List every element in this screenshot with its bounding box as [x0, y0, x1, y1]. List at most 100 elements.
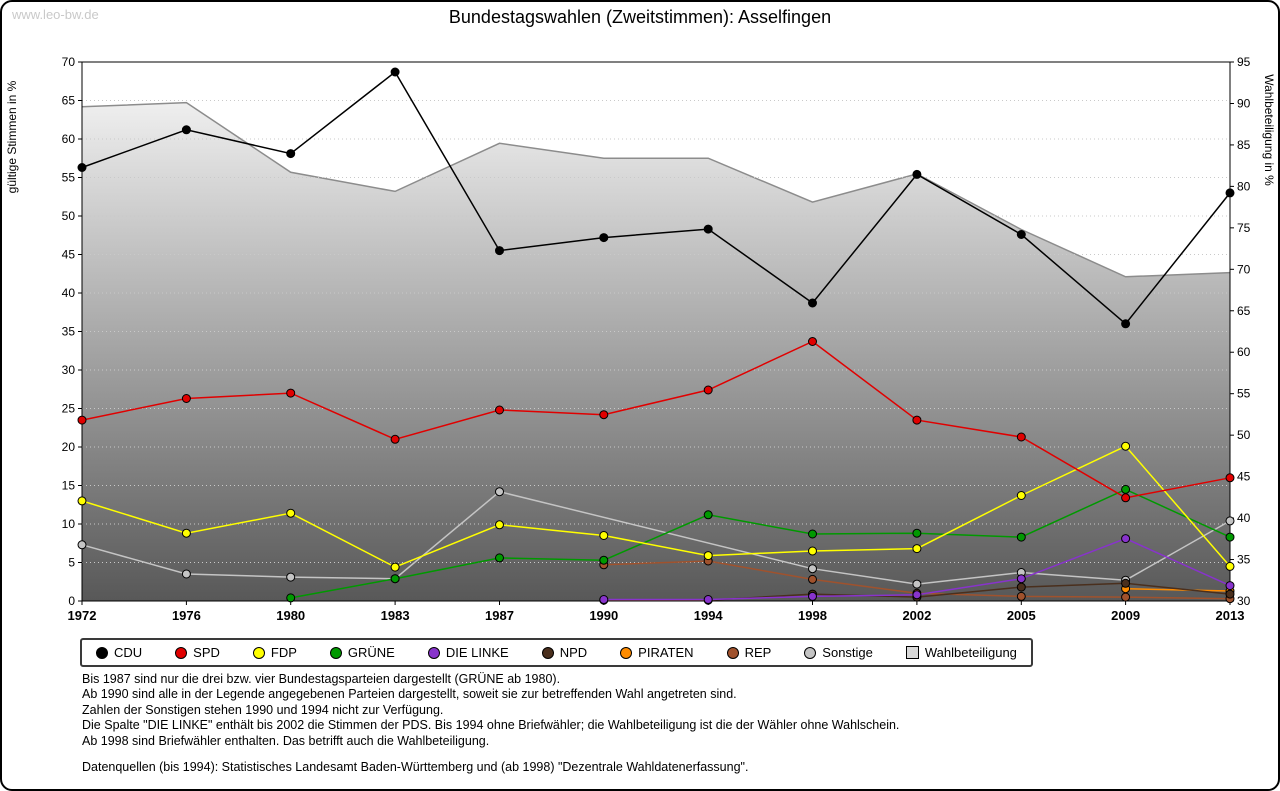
legend-label: DIE LINKE	[445, 645, 509, 660]
point-fdp-1998	[808, 546, 817, 556]
point-cdu-2005	[1016, 230, 1026, 239]
legend-label: GRÜNE	[347, 645, 395, 660]
point-grüne-1994	[703, 510, 713, 520]
legend-item-grüne: GRÜNE	[329, 645, 395, 660]
series-line-spd	[81, 340, 1231, 499]
footnote-line: Die Spalte "DIE LINKE" enthält bis 2002 …	[82, 718, 900, 733]
x-tick-label: 2013	[1216, 608, 1245, 623]
point-die-linke-1990	[599, 595, 609, 604]
left-tick-label: 40	[62, 286, 76, 300]
footnote-line: Bis 1987 sind nur die drei bzw. vier Bun…	[82, 672, 561, 686]
right-axis-title: Wahlbeteiligung in %	[1262, 74, 1276, 186]
left-tick-label: 20	[62, 440, 76, 454]
x-tick-label: 1998	[798, 608, 827, 623]
left-tick-label: 50	[62, 209, 76, 223]
legend-item-rep: REP	[726, 645, 772, 660]
point-sonstige-2002	[912, 579, 922, 589]
point-cdu-2013	[1225, 188, 1235, 198]
left-tick-label: 30	[62, 363, 76, 377]
election-line-chart: gültige Stimmen in % Wahlbeteiligung in …	[5, 55, 1276, 623]
legend-label: REP	[744, 645, 772, 660]
right-tick-label: 80	[1237, 179, 1251, 193]
series-sonstige	[77, 487, 1235, 589]
point-cdu-1994	[703, 224, 713, 234]
left-tick-label: 65	[62, 94, 76, 108]
point-sonstige-1987	[495, 487, 504, 497]
point-spd-1983	[390, 434, 400, 444]
point-fdp-1972	[77, 496, 87, 506]
left-tick-label: 60	[62, 132, 76, 146]
site-watermark: www.leo-bw.de	[12, 7, 99, 22]
point-grüne-1980	[286, 593, 296, 603]
point-spd-1998	[808, 337, 817, 346]
legend-item-piraten: PIRATEN	[620, 645, 694, 660]
point-sonstige-1998	[808, 564, 817, 574]
point-grüne-1998	[808, 529, 817, 539]
point-spd-1987	[495, 405, 504, 415]
left-tick-label: 35	[62, 325, 76, 339]
left-tick-label: 5	[68, 556, 75, 570]
legend-item-wahlbeteiligung: Wahlbeteiligung	[905, 645, 1017, 660]
legend-label: Wahlbeteiligung	[924, 645, 1017, 660]
point-fdp-1983	[390, 562, 400, 572]
dot-swatch-fdp	[252, 646, 265, 659]
point-cdu-1976	[181, 125, 191, 135]
point-die-linke-1998	[808, 591, 817, 601]
series-spd	[77, 337, 1235, 503]
x-tick-label: 2009	[1111, 608, 1140, 623]
series-line-cdu	[81, 70, 1231, 325]
right-tick-label: 70	[1237, 262, 1251, 276]
right-tick-label: 65	[1237, 304, 1251, 318]
point-fdp-1976	[181, 528, 191, 538]
point-die-linke-2009	[1121, 534, 1131, 544]
left-tick-label: 55	[62, 171, 76, 185]
point-sonstige-1980	[286, 572, 296, 582]
point-fdp-2013	[1225, 561, 1235, 571]
area-wahlbeteiligung	[82, 102, 1230, 601]
legend-label: NPD	[559, 645, 588, 660]
left-tick-label: 45	[62, 248, 76, 262]
x-tick-label: 1990	[589, 608, 618, 623]
point-npd-2013	[1225, 589, 1235, 599]
series-line-fdp	[81, 445, 1231, 568]
point-cdu-1980	[286, 149, 296, 159]
dot-swatch-spd	[175, 646, 188, 659]
dot-swatch-rep	[726, 646, 739, 659]
right-tick-label: 90	[1237, 96, 1251, 110]
series-die-linke	[599, 534, 1235, 604]
right-tick-label: 55	[1237, 387, 1251, 401]
point-fdp-1980	[286, 508, 296, 518]
point-rep-2005	[1016, 591, 1026, 601]
point-grüne-1983	[390, 574, 400, 584]
right-tick-label: 30	[1237, 594, 1251, 608]
point-rep-2009	[1121, 592, 1131, 602]
series-fdp	[77, 441, 1235, 572]
chart-legend: CDU SPD FDP GRÜNE DIE LINKE NPD PIRATEN REP Sons…	[80, 638, 1033, 667]
legend-item-fdp: FDP	[252, 645, 297, 660]
point-fdp-2002	[912, 544, 922, 554]
x-tick-label: 1994	[694, 608, 724, 623]
point-sonstige-1976	[181, 569, 191, 579]
footnotes: Bis 1987 sind nur die drei bzw. vier Bun…	[82, 672, 899, 775]
right-tick-label: 85	[1237, 138, 1251, 152]
footnote-line: Zahlen der Sonstigen stehen 1990 und 199…	[82, 702, 444, 717]
point-die-linke-1994	[703, 595, 713, 604]
point-rep-1998	[808, 574, 817, 584]
point-grüne-1990	[599, 555, 609, 565]
point-cdu-1972	[77, 163, 87, 172]
right-tick-label: 40	[1237, 511, 1251, 525]
dot-swatch-die-linke	[427, 646, 440, 659]
point-cdu-2009	[1121, 319, 1131, 329]
area-edge-wahlbeteiligung	[81, 101, 1231, 278]
point-fdp-2005	[1016, 491, 1026, 500]
point-spd-2002	[912, 415, 922, 425]
dot-swatch-cdu	[96, 646, 108, 659]
right-tick-label: 75	[1237, 221, 1251, 235]
footnote-line: Ab 1990 sind alle in der Legende angegeb…	[82, 687, 737, 702]
point-grüne-2009	[1121, 484, 1131, 494]
legend-label: PIRATEN	[638, 645, 694, 660]
point-cdu-1998	[808, 298, 817, 308]
data-source-note: Datenquellen (bis 1994): Statistisches L…	[82, 760, 749, 775]
left-tick-label: 0	[68, 594, 75, 608]
x-tick-label: 1987	[485, 608, 514, 623]
